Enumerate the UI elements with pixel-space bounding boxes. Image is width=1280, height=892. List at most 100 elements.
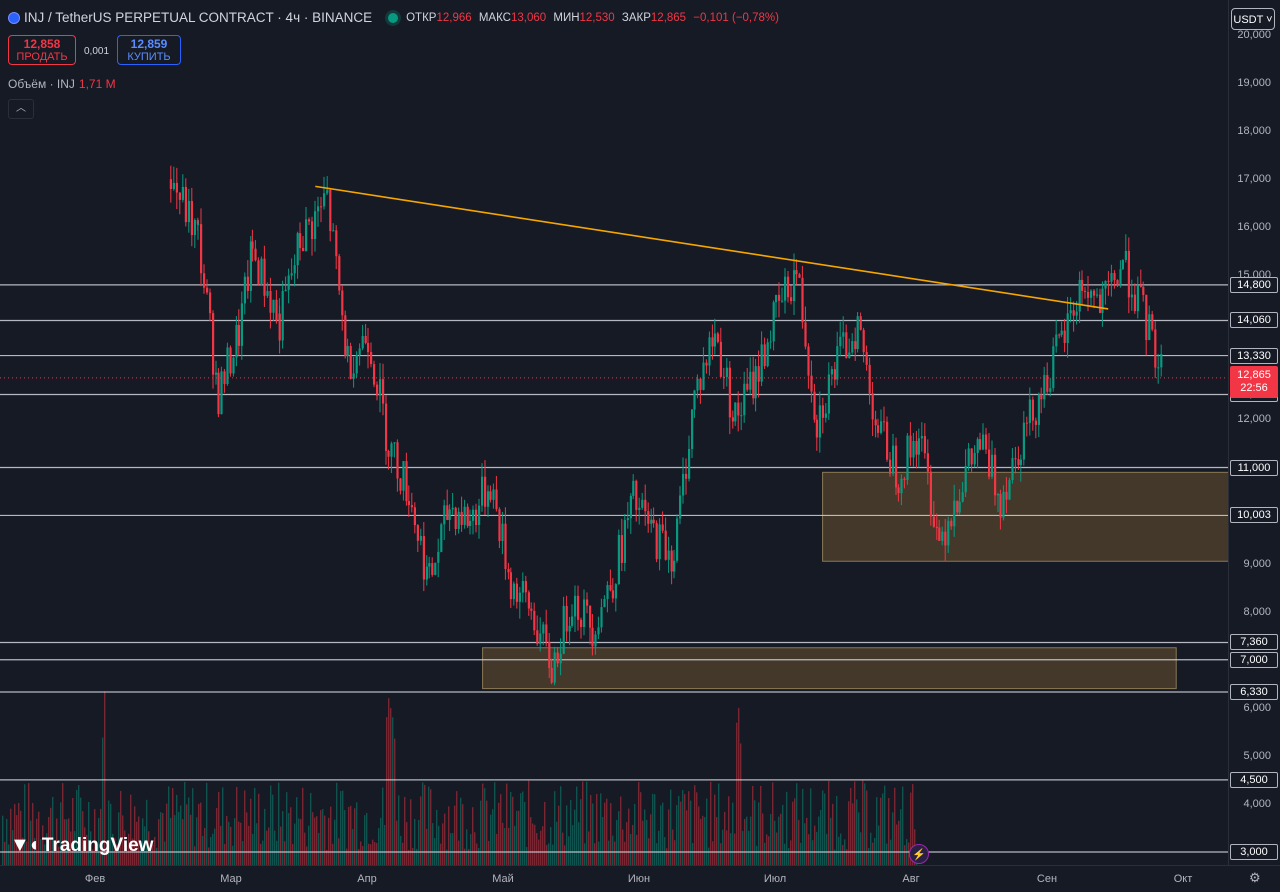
volume-bar [698,806,700,865]
price-tick-label: 8,000 [1243,605,1271,618]
currency-selector[interactable]: USDT ˅ [1231,8,1275,30]
volume-bar [386,717,388,865]
volume-bar [304,832,306,865]
volume-bar [500,794,502,865]
candle-body [203,273,206,288]
volume-bar [806,817,808,865]
volume-bar [566,805,568,865]
volume-bar [222,787,224,865]
volume-bar [438,825,440,865]
volume-bar [100,808,102,865]
volume-bar [542,826,544,865]
candle-body [839,336,842,347]
candle-body [1087,291,1090,298]
candle-body [1151,314,1154,330]
candle-body [278,313,281,341]
candle-body [577,595,580,620]
volume-bar [482,783,484,865]
candle-body [184,186,187,223]
volume-bar [16,815,18,865]
volume-bar [592,803,594,865]
candle-body [1060,330,1063,335]
candle-body [382,379,385,404]
candle-body [1084,290,1087,292]
volume-bar [404,797,406,865]
candle-body [766,342,769,367]
price-axis[interactable]: 20,00019,00018,00017,00016,00015,00014,0… [1228,0,1280,865]
level-price-badge: 14,800 [1230,276,1278,293]
volume-bar [846,849,848,865]
volume-bar [14,803,16,865]
candle-body [402,461,405,491]
chart-canvas[interactable] [0,0,1228,865]
volume-bar [584,843,586,865]
volume-bar [572,825,574,865]
candle-body [169,179,172,189]
volume-legend[interactable]: Объём · INJ 1,71 M [8,77,116,91]
candle-body [696,378,699,391]
candle-body [206,287,209,293]
time-axis[interactable]: Фев Мар Апр Май Июн Июл Авг Сен Окт [0,865,1280,892]
volume-bar [384,824,386,865]
volume-bar [544,801,546,865]
volume-bar [824,793,826,865]
volume-bar [804,823,806,865]
collapse-legend-button[interactable]: ︿ [8,99,34,119]
symbol-title[interactable]: INJ / TetherUS PERPETUAL CONTRACT · 4ч ·… [24,10,373,25]
price-chart[interactable] [0,0,1228,865]
volume-bar [56,818,58,865]
candle-body [982,434,985,450]
chevron-down-icon: ˅ [1263,14,1273,26]
candle-body [410,505,413,508]
volume-bar [680,801,682,865]
volume-bar [268,827,270,865]
volume-bar [102,737,104,865]
candle-body [719,341,722,377]
candle-body [944,531,947,546]
volume-bar [270,785,272,865]
buy-button[interactable]: 12,859 КУПИТЬ [117,35,181,65]
volume-bar [378,828,380,865]
candle-body [1014,458,1017,460]
volume-bar [22,837,24,865]
candle-body [807,346,810,376]
volume-bar [36,818,38,865]
volume-bar [422,782,424,865]
candle-body [215,372,218,375]
volume-bar [186,804,188,865]
volume-bar [62,783,64,865]
volume-bar [330,806,332,865]
candle-body [778,294,781,301]
sell-button[interactable]: 12,858 ПРОДАТЬ [8,35,76,65]
candle-body [923,436,926,454]
volume-bar [460,797,462,865]
price-tick-label: 9,000 [1243,557,1271,570]
candle-body [746,383,749,390]
volume-bar [746,816,748,865]
candle-body [251,241,254,249]
candle-body [1121,259,1124,270]
candle-body [172,182,175,189]
volume-bar [324,815,326,865]
change-value: −0,101 (−0,78%) [693,11,779,24]
volume-bar [624,841,626,865]
volume-bar [636,834,638,865]
volume-bar [652,793,654,865]
candle-body [851,341,854,353]
candle-body [475,509,478,526]
volume-bar [200,802,202,865]
volume-bar [328,817,330,865]
candle-body [673,560,676,572]
volume-bar [30,820,32,865]
volume-bar [76,789,78,865]
volume-bar [108,800,110,865]
flash-icon[interactable]: ⚡ [909,844,929,864]
gear-icon[interactable]: ⚙ [1249,870,1261,885]
volume-bar [344,810,346,865]
tradingview-logo[interactable]: ▼◖ TradingView [10,834,153,857]
volume-bar [342,790,344,865]
volume-bar [292,843,294,865]
volume-bar [700,818,702,865]
candle-body [1099,294,1102,313]
volume-bar [202,835,204,865]
